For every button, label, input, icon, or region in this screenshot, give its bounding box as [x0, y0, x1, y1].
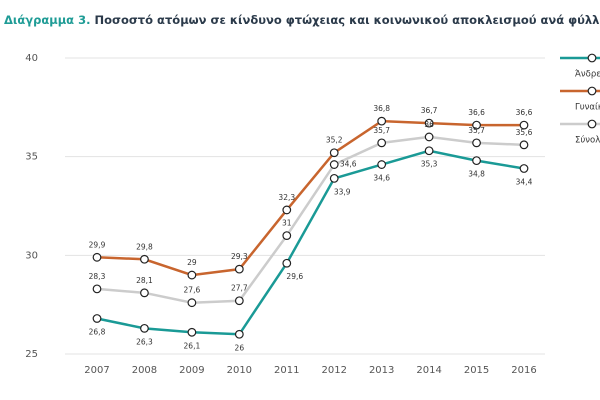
value-label: 27,7 [231, 284, 248, 293]
value-label: 34,6 [340, 160, 357, 169]
point [140, 254, 149, 264]
value-label: 26,1 [184, 341, 201, 350]
point [519, 120, 529, 130]
value-label: 35,7 [468, 126, 485, 135]
y-tick-label: 25 [25, 349, 38, 360]
y-tick-label: 35 [25, 152, 38, 163]
series-line [96, 149, 525, 336]
point [282, 231, 292, 241]
value-label: 34,8 [468, 170, 485, 179]
point [282, 205, 292, 215]
legend-label: Γυναίκε [575, 103, 600, 113]
value-label: 36,6 [468, 108, 485, 117]
value-label: 36 [424, 120, 434, 129]
value-label: 29,6 [286, 272, 303, 281]
value-label: 33,9 [334, 187, 351, 196]
x-tick-label: 2008 [132, 365, 157, 376]
point [329, 173, 339, 183]
x-tick-label: 2011 [274, 365, 299, 376]
value-label: 35,6 [516, 128, 533, 137]
value-label: 34,6 [373, 174, 390, 183]
point [234, 264, 244, 274]
point [377, 160, 387, 169]
point [519, 164, 529, 173]
value-label: 35,3 [421, 160, 438, 169]
point [424, 146, 434, 156]
series-line [96, 135, 525, 304]
point [472, 156, 481, 166]
value-label: 26 [235, 343, 245, 352]
point [377, 138, 387, 148]
point [329, 160, 339, 169]
legend-label: Σύνολ [575, 135, 600, 146]
x-tick-label: 2012 [321, 365, 346, 376]
value-label: 36,8 [373, 104, 390, 113]
point [472, 120, 481, 130]
legend-marker [587, 86, 597, 96]
point [92, 314, 102, 323]
point [92, 252, 102, 262]
x-tick-label: 2015 [464, 365, 489, 376]
value-label: 27,6 [184, 286, 201, 295]
point [472, 138, 481, 148]
y-tick-label: 30 [25, 250, 38, 261]
x-tick-label: 2007 [84, 365, 109, 376]
x-tick-label: 2014 [416, 365, 441, 376]
point [519, 140, 529, 150]
value-label: 31 [282, 219, 292, 228]
x-tick-label: 2009 [179, 365, 204, 376]
point [234, 296, 244, 306]
title-text: Ποσοστό ατόμων σε κίνδυνο φτώχειας και κ… [94, 13, 600, 27]
title-label: Διάγραμμα 3. [4, 13, 90, 27]
value-label: 34,4 [516, 178, 533, 187]
value-label: 29 [187, 258, 197, 267]
point [424, 132, 434, 142]
legend-label: Άνδρε [575, 70, 600, 80]
point [424, 118, 434, 128]
point [187, 270, 197, 280]
value-label: 29,3 [231, 252, 248, 261]
point [282, 258, 292, 268]
y-tick-label: 40 [25, 53, 38, 64]
value-label: 26,3 [136, 337, 153, 346]
legend-marker [587, 53, 597, 63]
value-label: 28,3 [89, 272, 106, 281]
value-label: 36,6 [516, 108, 533, 117]
value-label: 29,9 [89, 240, 106, 249]
point [187, 298, 197, 308]
point [377, 116, 387, 126]
point [140, 288, 149, 298]
point [140, 323, 149, 333]
value-label: 29,8 [136, 242, 153, 251]
value-label: 26,8 [89, 327, 106, 336]
x-tick-label: 2010 [227, 365, 252, 376]
point [329, 148, 339, 158]
chart-title: Διάγραμμα 3. Ποσοστό ατόμων σε κίνδυνο φ… [4, 13, 600, 27]
legend-marker [587, 119, 597, 129]
series-line [96, 119, 524, 277]
value-label: 35,7 [373, 126, 390, 135]
value-label: 36,7 [421, 106, 438, 115]
x-tick-label: 2016 [511, 365, 536, 376]
value-label: 32,3 [278, 193, 295, 202]
point [187, 327, 197, 337]
x-tick-label: 2013 [369, 365, 394, 376]
value-label: 35,2 [326, 136, 343, 145]
point [92, 284, 102, 294]
value-label: 28,1 [136, 276, 153, 285]
point [234, 329, 244, 339]
